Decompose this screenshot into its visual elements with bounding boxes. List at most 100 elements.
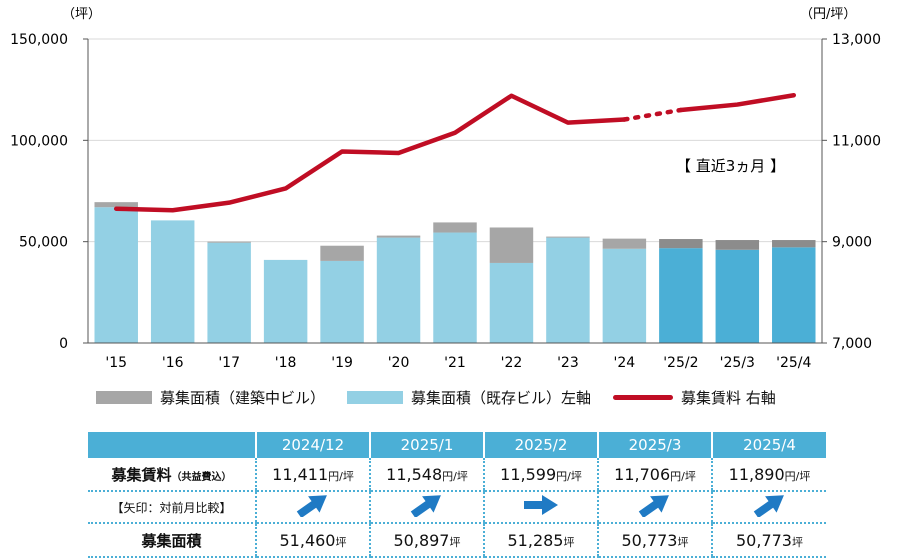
table-header-month: 2025/3 <box>597 432 712 458</box>
arrow-up-icon <box>638 495 669 519</box>
rent-note: （共益費込） <box>171 471 232 483</box>
x-axis-tick-label: '19 <box>331 355 353 371</box>
arrow-flat-icon <box>524 495 558 515</box>
area-cell: 51,285坪 <box>483 523 598 558</box>
area-unit: 坪 <box>335 535 347 549</box>
rent-cell: 11,706円/坪 <box>597 458 712 492</box>
rent-label: 募集賃料 <box>111 465 172 484</box>
bar-building <box>489 227 534 263</box>
x-axis-tick-label: '24 <box>614 355 636 371</box>
arrow-shape <box>753 495 784 519</box>
legend-label-existing: 募集面積（既存ビル）左軸 <box>411 388 592 407</box>
bar-existing <box>546 237 590 343</box>
area-cell: 50,773坪 <box>711 523 826 558</box>
arrow-cell <box>369 491 484 524</box>
legend-item-building: 募集面積（建築中ビル） <box>96 387 325 408</box>
table-header-row: 2024/12 2025/1 2025/2 2025/3 2025/4 <box>88 432 826 458</box>
area-value: 50,773 <box>736 530 792 550</box>
rent-line-dotted-segment <box>622 107 684 122</box>
arrow-up-icon <box>296 495 327 519</box>
arrow-shape <box>296 495 327 519</box>
bar-building <box>772 240 816 248</box>
table-header-month: 2024/12 <box>255 432 370 458</box>
bar-building <box>715 240 760 250</box>
rent-unit: 円/坪 <box>328 469 354 483</box>
legend-swatch-rent <box>613 394 674 400</box>
x-axis-tick-label: '23 <box>557 355 579 371</box>
table-header-corner <box>88 432 256 458</box>
arrow-row-label: 【矢印：対前月比較】 <box>88 491 256 524</box>
arrow-shape <box>524 495 558 515</box>
trend-arrow-icon <box>751 493 789 521</box>
right-axis-tick-label: 13,000 <box>832 32 881 48</box>
summary-table: 2024/12 2025/1 2025/2 2025/3 2025/4 募集賃料… <box>88 432 826 558</box>
area-row-label: 募集面積 <box>88 523 256 558</box>
rent-unit: 円/坪 <box>442 469 468 483</box>
right-axis-unit: （円/坪） <box>800 7 856 22</box>
bar-existing <box>94 207 138 343</box>
bar-existing <box>150 220 195 343</box>
legend-label-building: 募集面積（建築中ビル） <box>160 388 326 407</box>
x-axis-tick-label: '21 <box>444 355 466 371</box>
arrow-up-icon <box>753 495 784 519</box>
left-axis-tick-label: 0 <box>59 336 68 352</box>
legend-swatch-existing <box>347 390 404 404</box>
rent-value: 11,599 <box>500 464 557 484</box>
trend-arrow-icon <box>294 493 332 521</box>
bar-building <box>207 241 251 243</box>
area-unit: 坪 <box>563 535 575 549</box>
right-axis-tick-label: 11,000 <box>832 133 881 149</box>
legend-item-existing: 募集面積（既存ビル）左軸 <box>347 387 591 408</box>
x-axis-tick-label: '16 <box>162 355 184 371</box>
rent-value: 11,411 <box>272 464 329 484</box>
trend-arrow-icon <box>636 493 674 521</box>
rent-line-segment <box>113 93 627 213</box>
legend-swatch-building <box>96 390 152 404</box>
left-axis-unit: （坪） <box>62 7 101 22</box>
area-value: 51,285 <box>507 530 564 550</box>
x-axis-tick-label: '25/4 <box>776 355 811 371</box>
bar-existing <box>376 237 421 343</box>
table-header-month: 2025/1 <box>369 432 484 458</box>
bar-building <box>94 202 138 208</box>
arrow-cell <box>255 491 370 524</box>
x-axis-tick-label: '20 <box>388 355 410 371</box>
x-axis-tick-label: '17 <box>218 355 240 371</box>
left-axis-tick-label: 50,000 <box>19 235 68 251</box>
table-header-month: 2025/2 <box>483 432 598 458</box>
right-axis-tick-label: 9,000 <box>832 235 872 251</box>
x-axis-tick-label: '18 <box>275 355 297 371</box>
bar-existing <box>207 242 251 343</box>
area-cell: 50,897坪 <box>369 523 484 558</box>
area-cell: 51,460坪 <box>255 523 370 558</box>
table-row-rent: 募集賃料（共益費込） 11,411円/坪 11,548円/坪 11,599円/坪… <box>88 458 826 492</box>
table-row-arrows: 【矢印：対前月比較】 <box>88 491 826 524</box>
grid-lines <box>88 38 822 243</box>
rent-cell: 11,890円/坪 <box>711 458 826 492</box>
rent-unit: 円/坪 <box>670 469 696 483</box>
bar-building <box>602 238 647 249</box>
bar-existing <box>602 248 647 343</box>
bar-series <box>94 202 816 343</box>
bar-building <box>433 222 477 233</box>
rent-line-series <box>113 92 797 213</box>
area-unit: 坪 <box>449 535 461 549</box>
legend-item-rent: 募集賃料 右軸 <box>613 387 776 408</box>
bar-existing <box>772 247 816 343</box>
axes: 0 50,000 100,000 150,000 7,000 9,000 11,000 13,… <box>10 32 881 371</box>
area-value: 50,773 <box>621 530 678 550</box>
area-value: 51,460 <box>279 530 336 550</box>
arrow-cell <box>483 491 598 524</box>
area-unit: 坪 <box>791 535 803 549</box>
bar-existing <box>433 232 477 343</box>
bar-building <box>376 235 421 238</box>
bar-existing <box>320 260 364 343</box>
x-axis-tick-label: '25/2 <box>663 355 698 371</box>
x-axis-tick-label: '25/3 <box>720 355 755 371</box>
chart: 0 50,000 100,000 150,000 7,000 9,000 11,000 13,… <box>10 7 881 371</box>
arrow-shape <box>638 495 669 519</box>
rent-unit: 円/坪 <box>784 469 811 483</box>
rent-line-segment <box>678 92 797 113</box>
area-unit: 坪 <box>677 535 689 549</box>
area-value: 50,897 <box>393 530 450 550</box>
